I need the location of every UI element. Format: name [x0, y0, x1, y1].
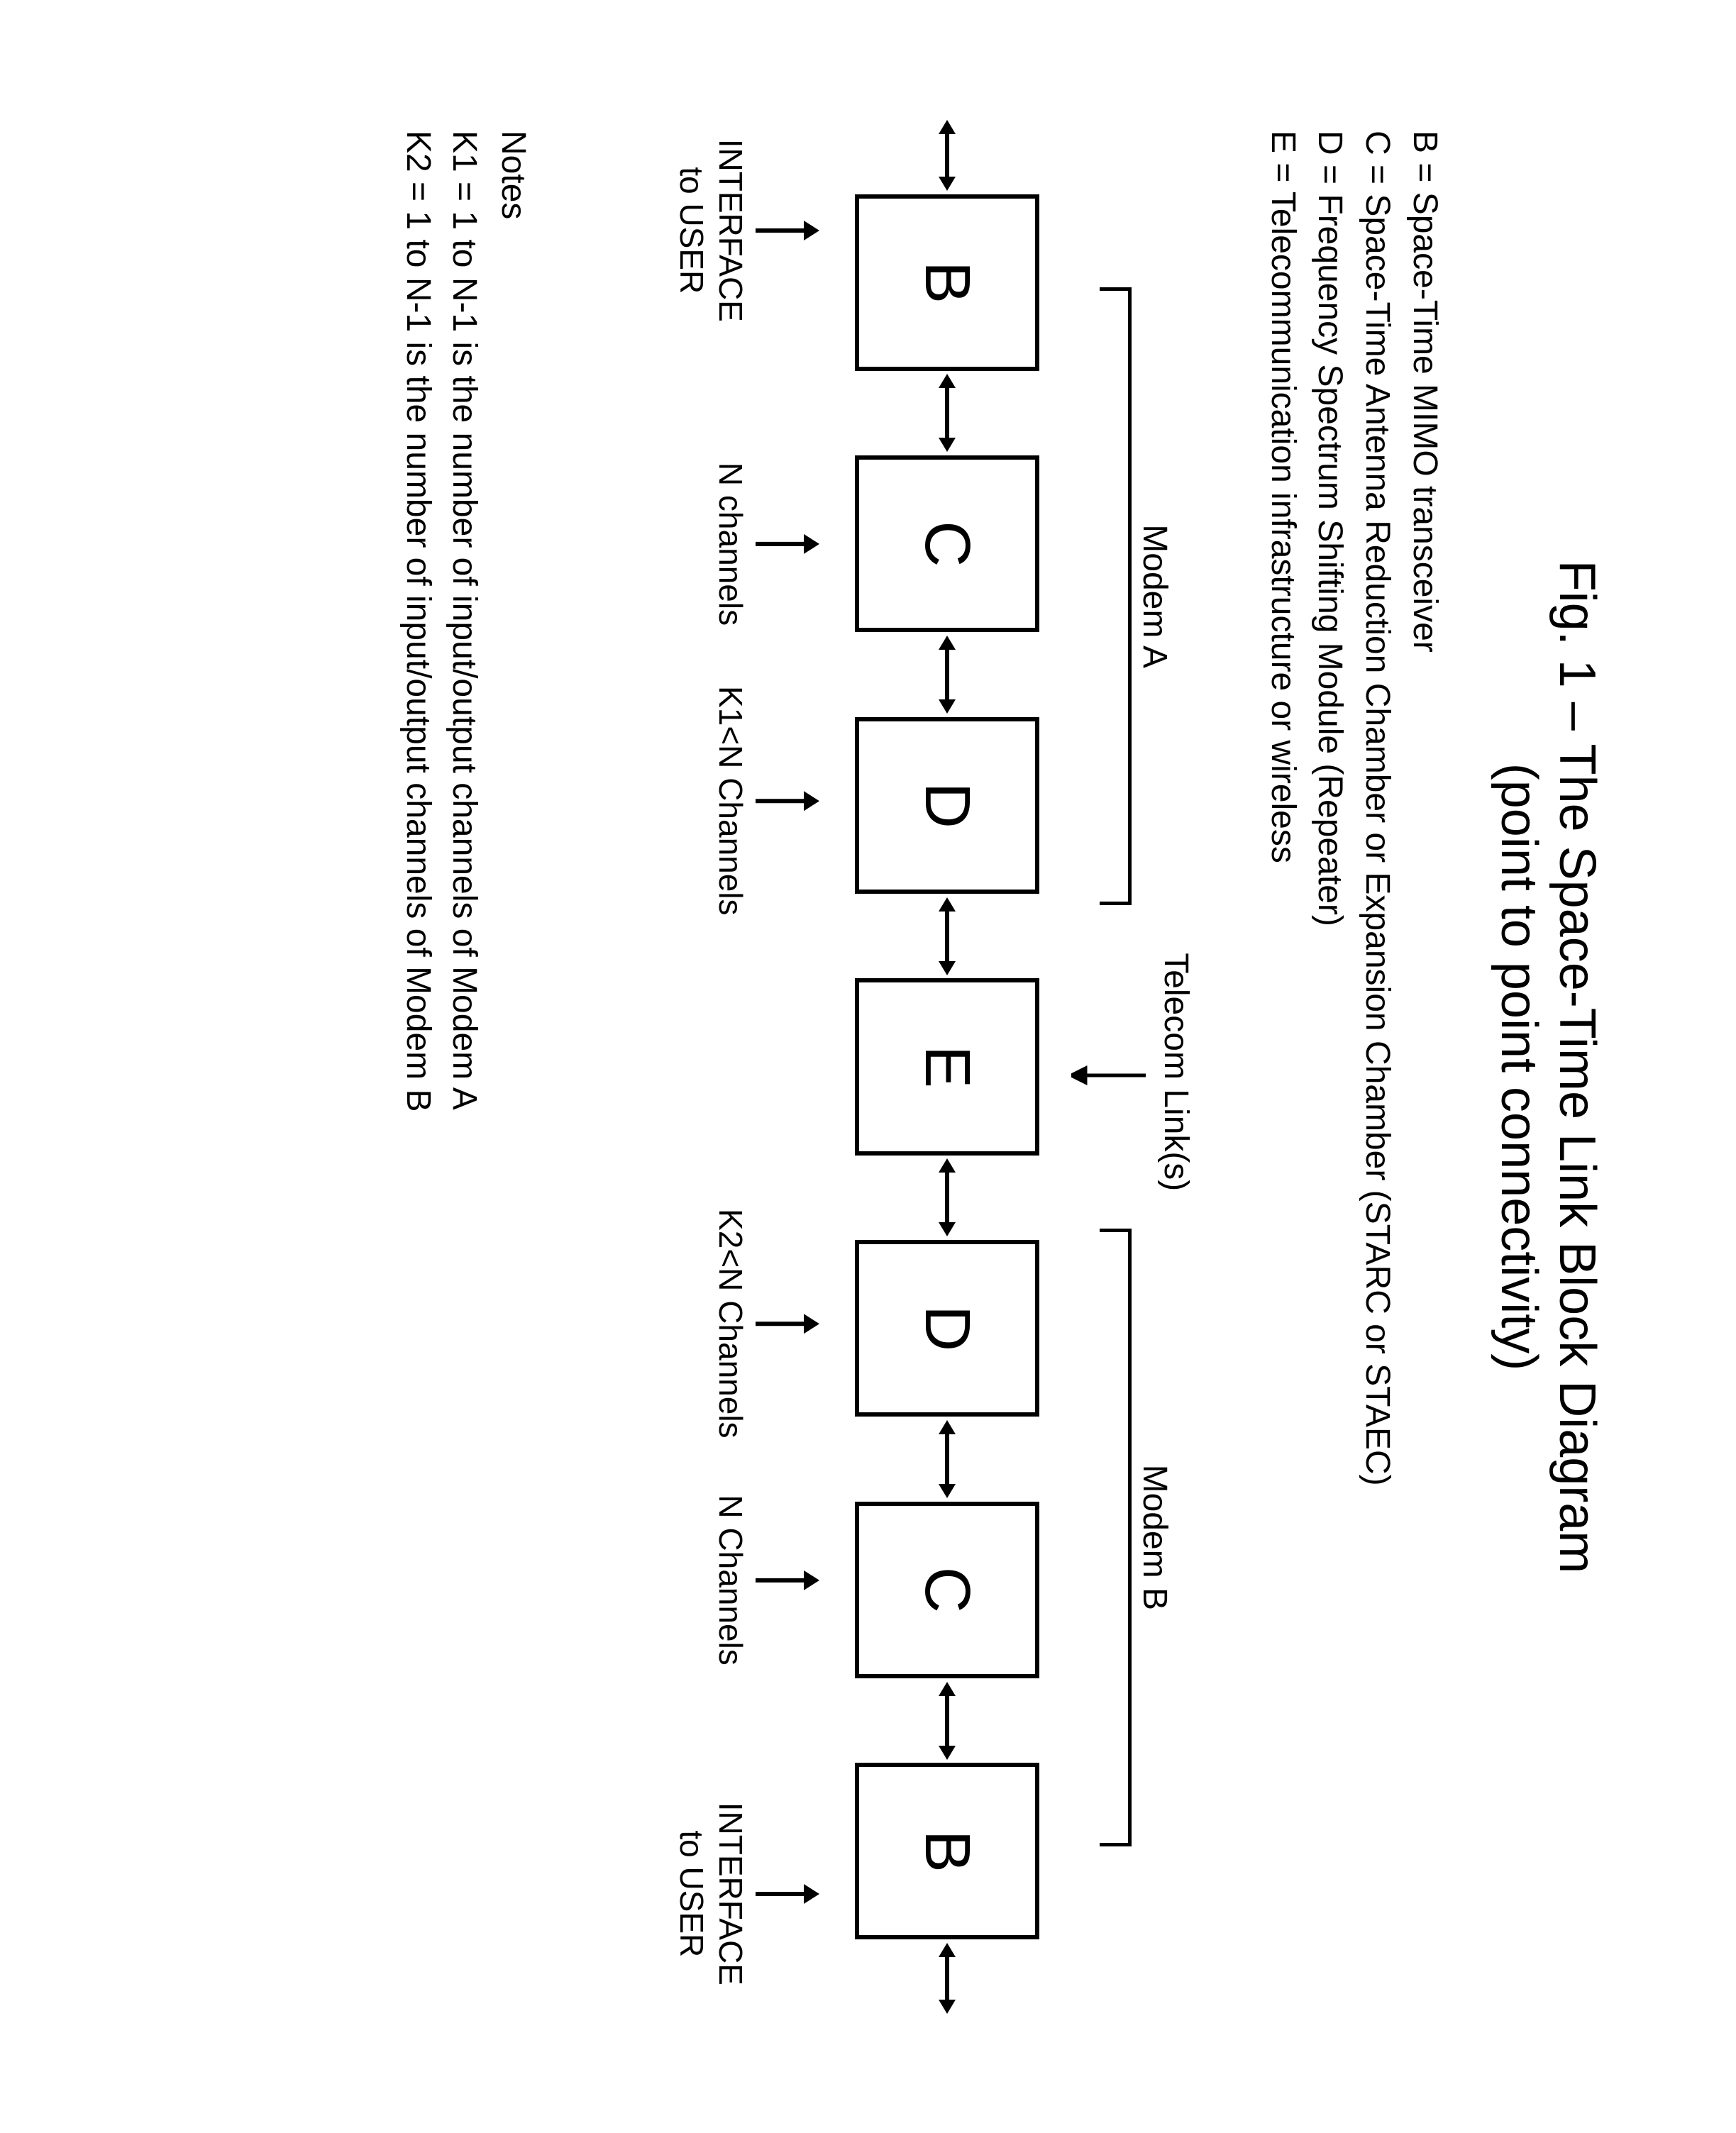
up-arrow-icon	[755, 1566, 819, 1594]
annotation: N channels	[710, 462, 819, 625]
connector	[932, 1155, 961, 1240]
block-diagram: Modem A Modem B Telecom Link(s) BCDEDCB …	[577, 116, 1216, 2017]
double-arrow-icon	[932, 119, 961, 190]
legend-line: C = Space-Time Antenna Reduction Chamber…	[1354, 131, 1400, 2017]
legend-line: E = Telecommunication infrastructure or …	[1259, 131, 1305, 2017]
up-arrow-icon	[755, 1309, 819, 1337]
connector	[932, 1417, 961, 1502]
notes-line: K1 = 1 to N-1 is the number of input/out…	[441, 131, 487, 2017]
annotation: K2<N Channels	[710, 1209, 819, 1438]
block-c-5: C	[854, 1501, 1039, 1678]
block-c-1: C	[854, 455, 1039, 632]
annotation: N Channels	[710, 1495, 819, 1665]
edge-connector-right	[932, 1939, 961, 2017]
connector	[932, 893, 961, 978]
up-arrow-icon	[755, 1879, 819, 1907]
connector	[932, 1678, 961, 1763]
notes-heading: Notes	[490, 131, 536, 2017]
up-arrow-icon	[755, 216, 819, 244]
rotated-page: Fig. 1 – The Space-Time Link Block Diagr…	[88, 74, 1649, 2060]
figure-title: Fig. 1 – The Space-Time Link Block Diagr…	[1548, 116, 1606, 2017]
notes-section: Notes K1 = 1 to N-1 is the number of inp…	[394, 131, 535, 2017]
annotation-text: INTERFACEto USER	[671, 131, 749, 329]
legend-line: D = Frequency Spectrum Shifting Module (…	[1306, 131, 1352, 2017]
block-b-6: B	[854, 1763, 1039, 1939]
notes-line: K2 = 1 to N-1 is the number of input/out…	[394, 131, 441, 2017]
annotation-text: K1<N Channels	[710, 686, 749, 915]
annotation-row: INTERFACEto USER N channels K1<N Channels K…	[641, 116, 819, 2017]
double-arrow-icon	[932, 1681, 961, 1759]
modem-b-bracket: Modem B	[1102, 1228, 1131, 1846]
annotation-text: K2<N Channels	[710, 1209, 749, 1438]
block-b-0: B	[854, 194, 1039, 370]
double-arrow-icon	[932, 1943, 961, 2014]
connector	[932, 370, 961, 455]
annotation: INTERFACEto USER	[671, 131, 819, 329]
double-arrow-icon	[932, 1158, 961, 1236]
double-arrow-icon	[932, 374, 961, 452]
modem-a-bracket: Modem A	[1102, 287, 1131, 905]
notes-lines: K1 = 1 to N-1 is the number of input/out…	[394, 131, 487, 2017]
block-d-4: D	[854, 1240, 1039, 1417]
annotation: INTERFACEto USER	[671, 1794, 819, 1993]
legend-line: B = Space-Time MIMO transceiver	[1401, 131, 1447, 2017]
annotation-text: N channels	[710, 462, 749, 625]
edge-connector-left	[932, 116, 961, 194]
annotation-text: INTERFACEto USER	[671, 1794, 749, 1993]
double-arrow-icon	[932, 897, 961, 975]
modem-b-label: Modem B	[1134, 1464, 1173, 1610]
double-arrow-icon	[932, 1419, 961, 1497]
block-d-2: D	[854, 716, 1039, 893]
connector	[932, 632, 961, 717]
block-e-3: E	[854, 978, 1039, 1155]
telecom-links-label: Telecom Link(s)	[1156, 953, 1195, 1191]
up-arrow-icon	[755, 786, 819, 814]
block-row: BCDEDCB	[854, 116, 1039, 2017]
annotation: K1<N Channels	[710, 686, 819, 915]
double-arrow-icon	[932, 636, 961, 714]
figure-subtitle: (point to point connectivity)	[1490, 116, 1548, 2017]
legend: B = Space-Time MIMO transceiverC = Space…	[1259, 131, 1447, 2017]
up-arrow-icon	[755, 529, 819, 558]
page-content: Fig. 1 – The Space-Time Link Block Diagr…	[352, 74, 1649, 2060]
annotation-text: N Channels	[710, 1495, 749, 1665]
title-block: Fig. 1 – The Space-Time Link Block Diagr…	[1490, 116, 1606, 2017]
telecom-arrow-icon	[1071, 1057, 1149, 1092]
modem-a-label: Modem A	[1134, 524, 1173, 668]
